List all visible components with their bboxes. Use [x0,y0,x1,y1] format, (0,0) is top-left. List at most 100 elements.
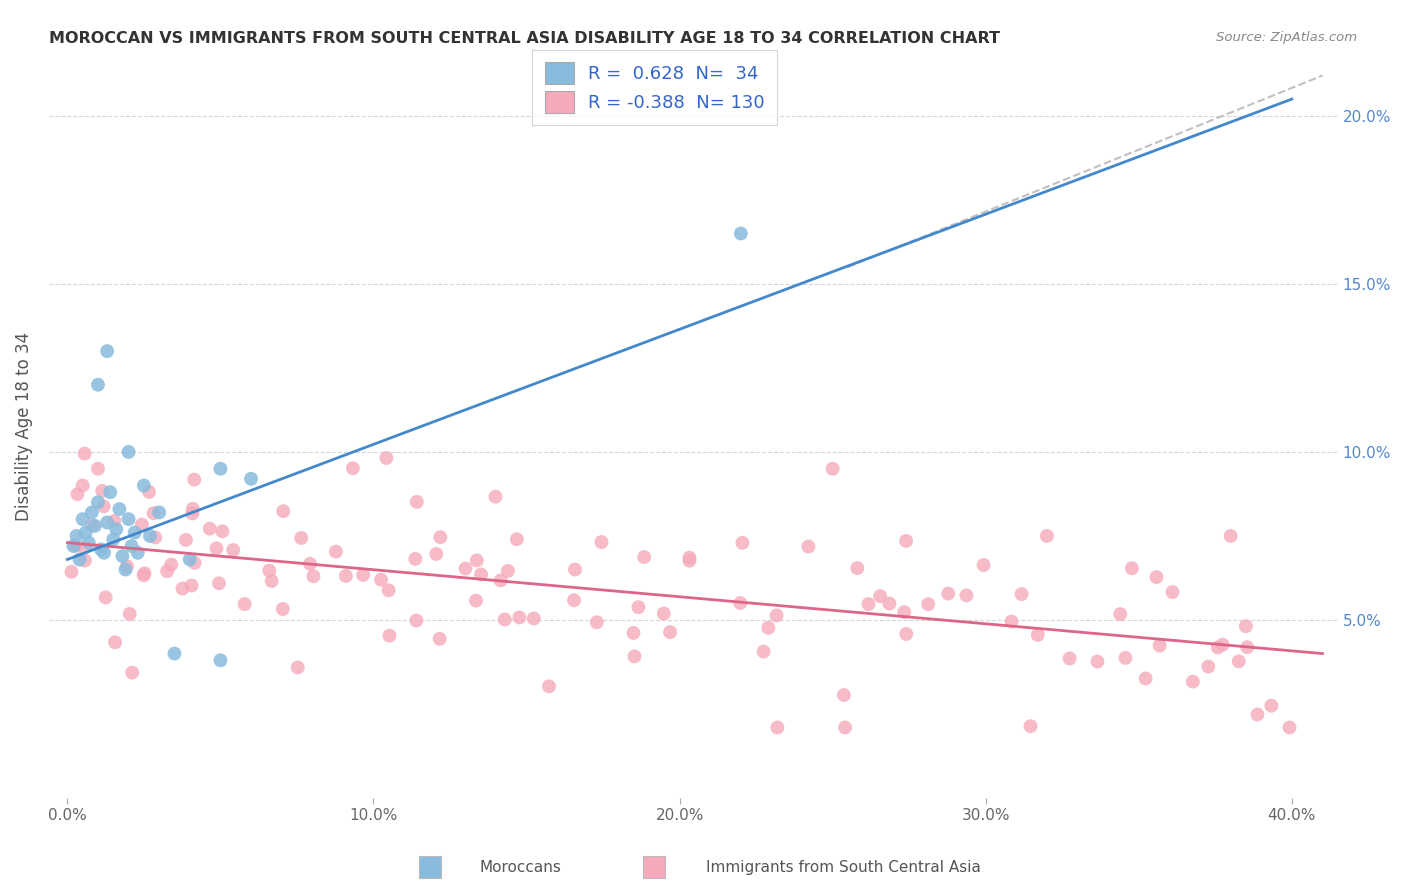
Point [429,530,451,544]
Point [955,588,977,602]
Point [659,625,682,640]
Point [87,377,110,392]
Point [105,522,128,536]
Point [299,557,322,571]
Point [209,653,232,667]
Point [115,559,138,574]
Point [489,574,512,588]
Point [633,550,655,565]
Point [156,564,179,578]
Point [352,567,374,582]
Point [260,574,283,588]
Point [821,461,844,475]
Point [627,600,650,615]
Point [209,461,232,475]
Point [523,611,546,625]
Point [623,626,645,640]
Point [378,629,401,643]
Legend: R =  0.628  N=  34, R = -0.388  N= 130: R = 0.628 N= 34, R = -0.388 N= 130 [531,50,778,125]
Point [72,478,94,492]
Point [160,558,183,572]
Point [222,543,245,558]
Point [183,473,205,487]
Point [65,529,87,543]
Point [1219,529,1241,543]
Point [142,506,165,520]
Point [174,533,197,547]
Point [91,483,114,498]
Point [797,540,820,554]
Point [1059,651,1081,665]
Point [124,525,146,540]
Point [652,607,675,621]
Point [405,614,427,628]
Point [117,445,139,459]
Point [111,549,134,563]
Point [1181,674,1204,689]
Point [496,564,519,578]
Point [198,522,221,536]
Point [114,563,136,577]
Point [1206,640,1229,655]
Point [936,586,959,600]
Point [96,344,118,359]
Point [1135,672,1157,686]
Point [93,546,115,560]
Point [181,501,204,516]
Point [259,564,281,578]
Point [108,502,131,516]
Point [180,578,202,592]
Point [87,461,110,475]
Point [66,487,89,501]
Point [562,593,585,607]
Point [132,568,155,582]
Point [858,597,880,611]
Point [118,607,141,621]
Point [271,602,294,616]
Point [1234,619,1257,633]
Point [730,596,752,610]
Point [148,505,170,519]
Point [1000,615,1022,629]
Point [731,536,754,550]
Point [103,533,125,547]
Point [465,553,488,567]
Point [73,541,96,555]
Point [1026,628,1049,642]
Point [271,504,294,518]
Point [973,558,995,572]
Point [1121,561,1143,575]
Point [1278,721,1301,735]
Point [623,649,645,664]
Point [506,532,529,546]
Point [233,597,256,611]
Point [1146,570,1168,584]
Point [370,573,392,587]
Point [1260,698,1282,713]
Point [425,547,447,561]
Point [730,227,752,241]
Point [1109,607,1132,621]
Point [96,516,118,530]
Point [90,542,112,557]
Text: Moroccans: Moroccans [479,860,561,874]
Point [537,679,560,693]
Point [1161,585,1184,599]
Text: Immigrants from South Central Asia: Immigrants from South Central Asia [706,860,981,874]
Point [429,632,451,646]
Point [93,500,115,514]
Point [454,561,477,575]
Point [465,593,488,607]
Point [678,554,700,568]
Point [143,531,166,545]
Point [752,644,775,658]
Point [132,478,155,492]
Text: Source: ZipAtlas.com: Source: ZipAtlas.com [1216,31,1357,45]
Point [585,615,607,630]
Point [894,533,917,548]
Point [103,514,125,528]
Point [205,541,228,556]
Point [134,566,156,581]
Text: MOROCCAN VS IMMIGRANTS FROM SOUTH CENTRAL ASIA DISABILITY AGE 18 TO 34 CORRELATI: MOROCCAN VS IMMIGRANTS FROM SOUTH CENTRA… [49,31,1000,46]
Point [72,512,94,526]
